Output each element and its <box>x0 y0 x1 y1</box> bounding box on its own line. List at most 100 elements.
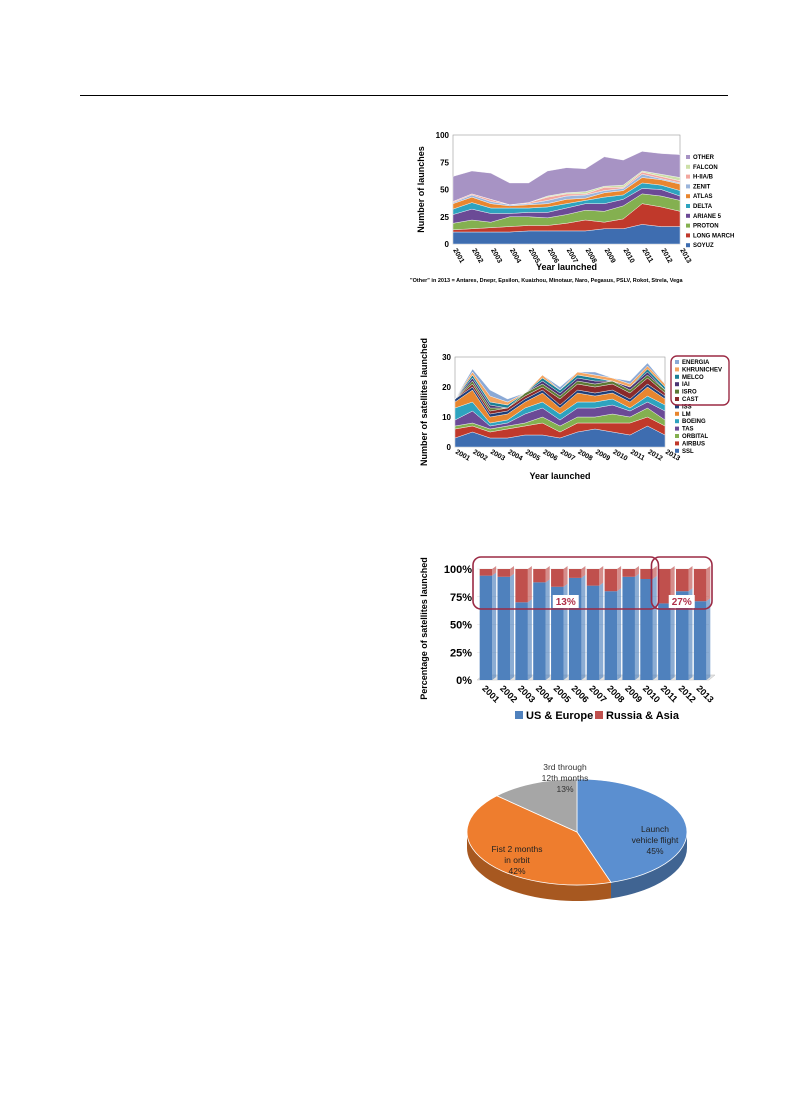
bar-us-europe <box>551 586 564 680</box>
bar-side <box>563 566 568 587</box>
bar-us-europe <box>693 601 707 680</box>
x-tick-label: 2008 <box>605 683 626 704</box>
bar-us-europe <box>586 585 600 680</box>
bar-side <box>670 600 675 680</box>
pie-label-line: 3rd through <box>543 762 587 772</box>
x-tick-label: 2004 <box>534 683 555 704</box>
x-tick-label: 2009 <box>594 449 611 463</box>
x-tick-label: 2009 <box>603 248 617 265</box>
area-series-energia <box>454 362 666 403</box>
x-axis-title: Year launched <box>529 471 590 481</box>
y-tick-label: 100% <box>444 564 472 576</box>
annotation-label: 13% <box>556 597 576 608</box>
pie-label-line: 13% <box>556 784 573 794</box>
y-tick-label: 50% <box>450 620 472 632</box>
pie-label-line: Launch <box>641 824 669 834</box>
annotation-label-bg <box>668 595 695 608</box>
bar-side <box>510 566 515 577</box>
x-tick-label: 2008 <box>577 449 594 463</box>
legend-label: LONG MARCH <box>693 233 734 239</box>
legend-swatch <box>686 164 690 169</box>
pie-side <box>467 832 611 901</box>
legend-label: ZENIT <box>693 184 711 190</box>
bar-side <box>599 582 604 680</box>
pie-slice <box>495 778 578 833</box>
pie-side <box>610 832 687 899</box>
y-tick-label: 0 <box>447 443 452 452</box>
bar-side <box>634 573 639 680</box>
bar-side <box>617 588 622 680</box>
legend-label: FALCON <box>693 165 718 171</box>
bar-side <box>706 566 711 602</box>
x-tick-label: 2005 <box>524 449 541 463</box>
bar-russia-asia <box>604 569 618 592</box>
legend-swatch <box>675 419 679 424</box>
x-tick-label: 2010 <box>612 449 629 463</box>
bar-side <box>510 573 515 680</box>
legend-label: AIRBUS <box>682 441 705 447</box>
y-tick-label: 75 <box>440 158 449 167</box>
y-tick-label: 100 <box>436 131 450 140</box>
legend-label: PROTON <box>693 224 719 230</box>
x-tick-label: 2004 <box>508 248 522 265</box>
bar-russia-asia <box>497 569 511 577</box>
legend-label: ARIANE 5 <box>693 214 722 220</box>
bar-side <box>670 566 675 604</box>
y-axis-title: Number of satellites launched <box>419 338 429 466</box>
x-tick-label: 2010 <box>622 248 636 265</box>
bar-side <box>634 566 639 577</box>
bar-us-europe <box>604 591 618 680</box>
bar-russia-asia <box>515 569 528 603</box>
bar-side <box>545 566 550 583</box>
x-tick-label: 2003 <box>516 683 537 704</box>
bar-russia-asia <box>568 569 582 578</box>
bar-side <box>706 598 711 680</box>
x-tick-label: 2011 <box>640 248 654 265</box>
bar-side <box>617 566 622 592</box>
legend-swatch <box>686 184 690 189</box>
pie-slice <box>576 778 688 883</box>
x-tick-label: 2004 <box>507 449 524 463</box>
legend-label: ISS <box>682 404 692 410</box>
legend-swatch <box>675 448 679 453</box>
bar-side <box>581 574 586 680</box>
x-tick-label: 2003 <box>489 248 503 265</box>
legend-label: LM <box>682 412 691 418</box>
bar-side <box>599 566 604 586</box>
annotation-label: 27% <box>672 597 692 608</box>
legend-swatch <box>675 411 679 416</box>
pie-label-line: in orbit <box>504 855 530 865</box>
x-tick-label: 2001 <box>451 248 465 265</box>
bar-side <box>652 575 657 680</box>
legend-label: IAI <box>682 382 690 388</box>
y-tick-label: 25 <box>440 213 449 222</box>
x-tick-label: 2002 <box>472 449 489 463</box>
legend-label: TAS <box>682 427 694 433</box>
bar-russia-asia <box>693 569 707 602</box>
legend-swatch <box>675 374 679 379</box>
bar-us-europe <box>658 603 671 680</box>
legend-swatch <box>675 397 679 401</box>
bar-us-europe <box>533 582 546 680</box>
legend-label: US & Europe <box>526 710 593 722</box>
x-tick-label: 2007 <box>559 449 576 463</box>
legend-swatch <box>686 204 690 208</box>
x-axis-title: Year launched <box>536 262 597 272</box>
annotation-label-bg <box>552 595 579 608</box>
bar-side <box>545 579 550 680</box>
legend-swatch <box>675 434 679 438</box>
bar-side <box>527 599 532 680</box>
x-tick-label: 2001 <box>480 683 501 704</box>
legend-swatch <box>686 155 690 159</box>
x-tick-label: 2006 <box>542 449 559 463</box>
legend-swatch <box>686 223 690 228</box>
bar-side <box>527 566 532 603</box>
area-series-other <box>452 151 681 205</box>
y-tick-label: 50 <box>440 186 449 195</box>
pie-label-line: vehicle flight <box>632 835 679 845</box>
y-tick-label: 25% <box>450 647 472 659</box>
bar-side <box>581 566 586 578</box>
x-tick-label: 2002 <box>470 248 484 265</box>
